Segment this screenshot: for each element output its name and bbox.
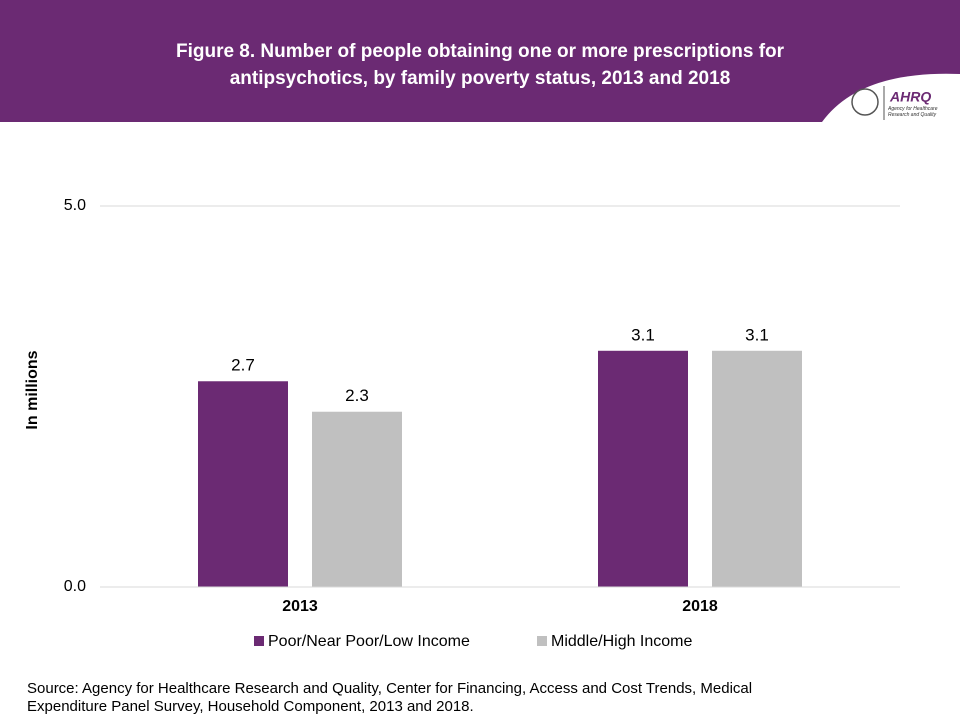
logo-text: Agency for Healthcare Research and Quali… bbox=[888, 106, 938, 118]
data-label: 3.1 bbox=[631, 325, 655, 344]
source-note: Source: Agency for Healthcare Research a… bbox=[27, 680, 753, 715]
hhs-seal bbox=[851, 88, 879, 116]
bar bbox=[598, 350, 688, 587]
legend-swatch bbox=[254, 636, 264, 646]
header-band bbox=[0, 0, 960, 122]
data-label: 2.3 bbox=[345, 386, 369, 405]
bar bbox=[712, 350, 802, 587]
legend-swatch bbox=[537, 636, 547, 646]
y-axis-label: In millions bbox=[24, 350, 41, 429]
legend-label: Poor/Near Poor/Low Income bbox=[268, 633, 470, 650]
bar bbox=[312, 411, 402, 587]
y-tick-label: 0.0 bbox=[64, 578, 86, 595]
data-label: 3.1 bbox=[745, 325, 769, 344]
x-tick-label: 2018 bbox=[682, 598, 718, 615]
data-label: 2.7 bbox=[231, 356, 255, 375]
y-tick-label: 5.0 bbox=[64, 197, 86, 214]
logo-text-box: Agency for Healthcare Research and Quali… bbox=[888, 106, 938, 118]
legend-label: Middle/High Income bbox=[551, 633, 693, 650]
x-tick-label: 2013 bbox=[282, 598, 318, 615]
logo-name: AHRQ bbox=[889, 89, 931, 105]
chart-title: Figure 8. Number of people obtaining one… bbox=[175, 41, 785, 89]
bar bbox=[198, 381, 288, 587]
logo-backdrop bbox=[822, 73, 960, 122]
